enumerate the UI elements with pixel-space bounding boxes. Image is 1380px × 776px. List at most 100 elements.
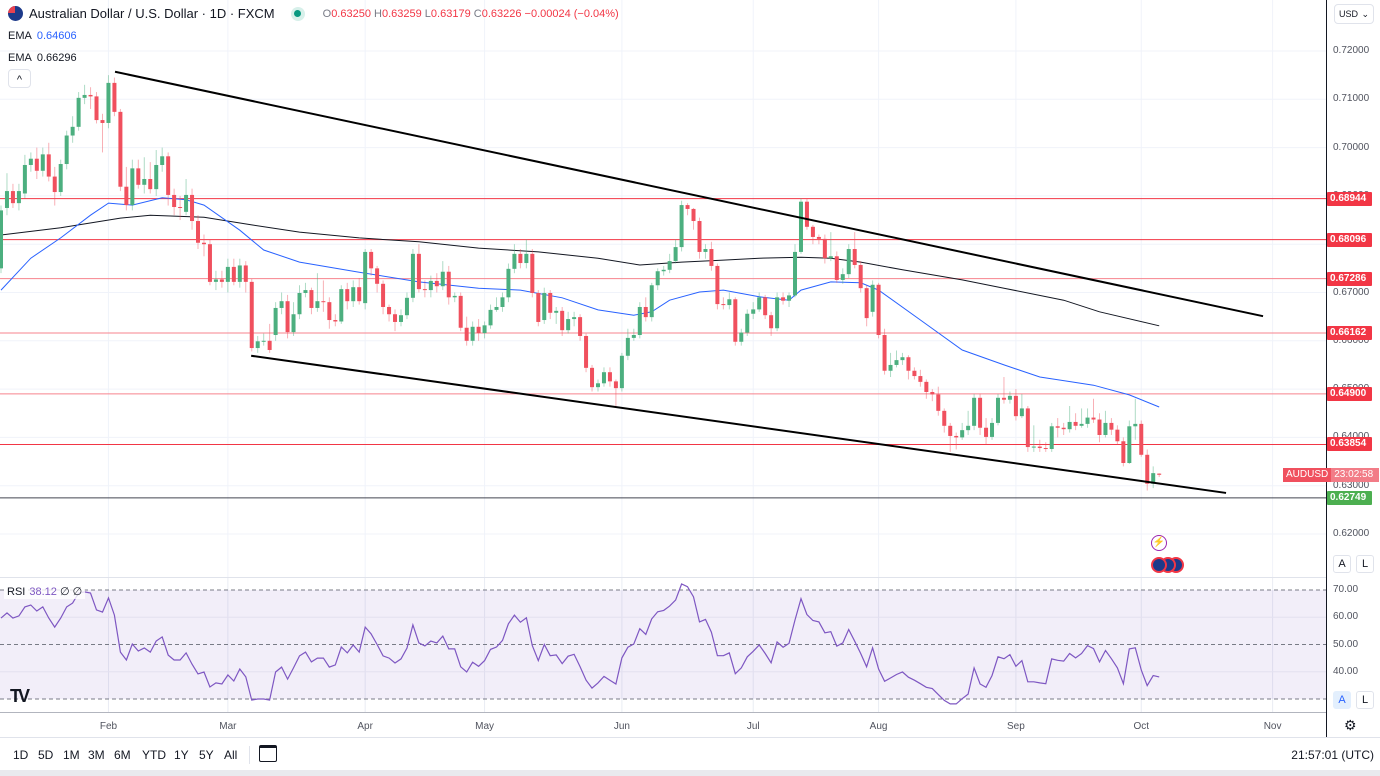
- trendline: [251, 354, 1227, 494]
- candle-down: [1139, 423, 1144, 455]
- candle-down: [715, 265, 720, 305]
- ema-fast-line: [0, 197, 1160, 408]
- candle-down: [416, 253, 421, 290]
- timeframe-1d-button[interactable]: 1D: [13, 748, 29, 762]
- candle-down: [333, 320, 338, 322]
- month-label: Oct: [1133, 721, 1150, 732]
- lightning-event-icon[interactable]: ⚡: [1151, 535, 1167, 551]
- candle-down: [607, 372, 612, 382]
- settings-gear-icon[interactable]: ⚙: [1344, 717, 1357, 733]
- timeframe-5d-button[interactable]: 5D: [38, 748, 54, 762]
- symbol-legend: Australian Dollar / U.S. Dollar · 1D · F…: [8, 6, 619, 21]
- timeframe-6m-button[interactable]: 6M: [114, 748, 131, 762]
- candle-up: [727, 299, 732, 306]
- timeframe-1y-button[interactable]: 1Y: [174, 748, 189, 762]
- candle-down: [613, 381, 618, 389]
- candle-up: [237, 265, 242, 282]
- price-tick-label: 0.67000: [1333, 286, 1370, 298]
- candle-up: [22, 164, 27, 194]
- candle-down: [46, 154, 51, 177]
- timeframe-3m-button[interactable]: 3M: [88, 748, 105, 762]
- candle-up: [1031, 446, 1036, 448]
- rsi-tick-label: 50.00: [1333, 638, 1359, 650]
- candle-down: [136, 168, 141, 185]
- candle-up: [82, 94, 87, 98]
- ema-label: EMA: [8, 52, 32, 64]
- log-scale-button[interactable]: L: [1356, 555, 1374, 573]
- australia-flag-event-icon[interactable]: [1151, 557, 1167, 573]
- rsi-pane[interactable]: [0, 578, 1326, 712]
- candle-down: [464, 327, 469, 341]
- rsi-auto-scale-button[interactable]: A: [1333, 691, 1351, 709]
- candle-down: [1091, 417, 1096, 420]
- price-axis[interactable]: [1326, 0, 1380, 737]
- candle-up: [1079, 423, 1084, 426]
- candle-up: [404, 297, 409, 316]
- rsi-log-scale-button[interactable]: L: [1356, 691, 1374, 709]
- candle-down: [1061, 427, 1066, 430]
- tradingview-logo[interactable]: TV: [10, 686, 30, 706]
- currency-select[interactable]: USD ⌄: [1334, 4, 1374, 24]
- ema-value: 0.64606: [36, 30, 77, 42]
- price-pane[interactable]: [0, 0, 1326, 578]
- month-label: Jun: [613, 721, 630, 732]
- price-tick-label: 0.70000: [1333, 141, 1370, 153]
- ohlc-values: O0.63250 H0.63259 L0.63179 C0.63226 −0.0…: [323, 8, 619, 20]
- chart-area[interactable]: [0, 0, 1326, 737]
- candle-up: [1151, 473, 1156, 484]
- candle-up: [428, 280, 433, 291]
- ema-fast-legend[interactable]: EMA 0.64606: [8, 30, 77, 42]
- candle-up: [64, 135, 69, 165]
- timeframe-all-button[interactable]: All: [224, 748, 238, 762]
- timeframe-1m-button[interactable]: 1M: [63, 748, 80, 762]
- candle-up: [0, 210, 3, 269]
- candle-up: [482, 325, 487, 334]
- candle-down: [852, 249, 857, 265]
- timeframe-ytd-button[interactable]: YTD: [142, 748, 166, 762]
- symbol-title[interactable]: Australian Dollar / U.S. Dollar · 1D · F…: [29, 6, 275, 21]
- price-tick-label: 0.63000: [1333, 479, 1370, 491]
- candle-down: [1109, 422, 1114, 430]
- rsi-param: ∅: [59, 586, 70, 598]
- open-label: O: [322, 7, 332, 20]
- candle-up: [751, 309, 756, 314]
- candle-up: [142, 178, 147, 185]
- collapse-legend-button[interactable]: ^: [8, 69, 31, 88]
- candle-down: [1097, 419, 1102, 435]
- candle-up: [440, 271, 445, 287]
- price-tick-label: 0.62000: [1333, 528, 1370, 539]
- level-price-label: 0.66162: [1327, 325, 1372, 340]
- candle-down: [721, 304, 726, 306]
- utc-clock[interactable]: 21:57:01 (UTC): [1291, 748, 1374, 762]
- level-price-label: 0.63854: [1327, 437, 1372, 452]
- candle-down: [446, 271, 451, 298]
- date-range-calendar-icon[interactable]: [259, 745, 277, 762]
- candle-up: [793, 251, 798, 296]
- currency-label: USD: [1339, 9, 1359, 19]
- candle-up: [673, 247, 678, 262]
- candle-down: [584, 335, 589, 368]
- candle-down: [685, 205, 690, 209]
- ema-label: EMA: [8, 30, 32, 42]
- rsi-legend[interactable]: RSI 38.12 ∅ ∅: [4, 584, 86, 599]
- candle-down: [912, 370, 917, 377]
- candle-up: [745, 313, 750, 333]
- symbol-tag-label: AUDUSD: [1283, 468, 1332, 482]
- candle-up: [291, 314, 296, 333]
- candle-up: [273, 307, 278, 336]
- candle-up: [972, 397, 977, 426]
- level-price-label: 0.62749: [1327, 490, 1372, 505]
- candle-down: [930, 391, 935, 395]
- auto-scale-button[interactable]: A: [1333, 555, 1351, 573]
- time-axis[interactable]: Feb Mar Apr May Jun Jul Aug Sep Oct Nov: [0, 712, 1326, 737]
- timeframe-5y-button[interactable]: 5Y: [199, 748, 214, 762]
- candle-down: [978, 397, 983, 428]
- candle-down: [763, 297, 768, 316]
- ema-slow-legend[interactable]: EMA 0.66296: [8, 52, 77, 64]
- candle-up: [470, 326, 475, 341]
- candle-down: [201, 242, 206, 245]
- candle-down: [148, 178, 153, 190]
- price-tick-label: 0.71000: [1333, 93, 1370, 105]
- candle-up: [990, 422, 995, 437]
- candle-down: [52, 176, 57, 193]
